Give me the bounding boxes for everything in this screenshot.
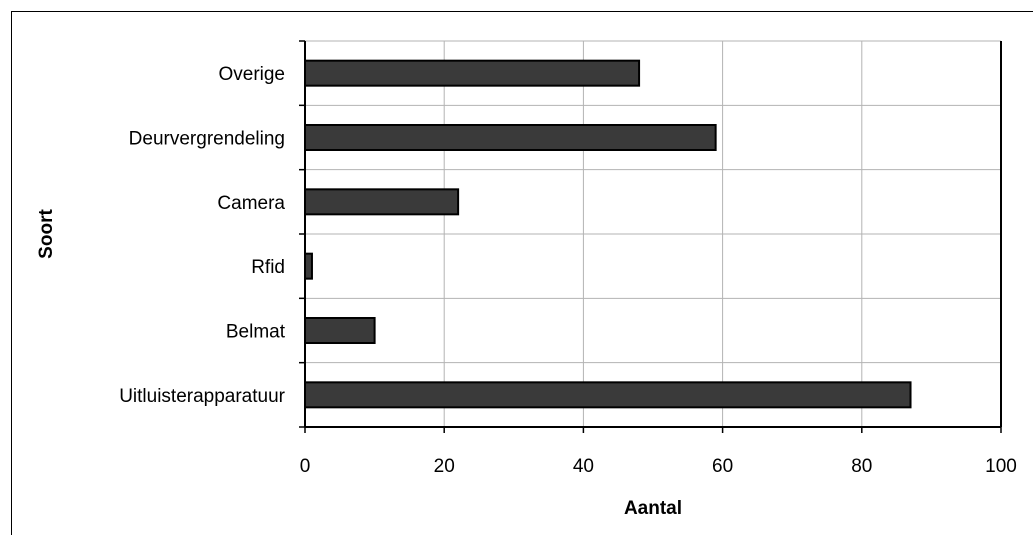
x-tick-label-60: 60 [712, 456, 733, 477]
y-tick-label-belmat: Belmat [226, 322, 286, 343]
bar-deurvergrendeling [304, 124, 717, 151]
axes [299, 40, 1002, 433]
bars [304, 59, 912, 409]
y-axis-title: Soort [36, 209, 57, 259]
chart-frame [11, 11, 1033, 535]
bar-camera [304, 188, 460, 216]
x-tick-label-80: 80 [851, 456, 872, 477]
x-tick-label-20: 20 [434, 456, 455, 477]
bar-belmat [304, 317, 376, 344]
y-tick-label-overige: Overige [218, 64, 285, 85]
y-tick-labels: Overige Deurvergrendeling Camera Rfid Belmat… [119, 64, 286, 407]
bar-rfid [304, 252, 313, 280]
y-tick-label-deurvergrendeling: Deurvergrendeling [129, 129, 285, 150]
y-tick-label-camera: Camera [217, 193, 285, 214]
x-tick-label-0: 0 [300, 456, 311, 477]
y-tick-label-uitluisterapparatuur: Uitluisterapparatuur [119, 386, 285, 407]
x-tick-labels: 0 20 40 60 80 100 [300, 456, 1017, 477]
y-tick-label-rfid: Rfid [251, 257, 285, 278]
gridlines [305, 40, 1002, 427]
x-tick-label-100: 100 [985, 456, 1017, 477]
bar-uitluisterapparatuur [304, 381, 912, 409]
bar-overige [304, 59, 641, 87]
x-axis-title: Aantal [624, 498, 682, 519]
x-tick-label-40: 40 [573, 456, 594, 477]
